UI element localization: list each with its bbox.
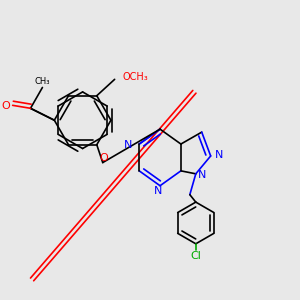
Text: Cl: Cl: [190, 251, 201, 261]
Text: N: N: [198, 170, 206, 180]
Text: N: N: [124, 140, 133, 150]
Text: N: N: [215, 151, 224, 160]
Text: CH₃: CH₃: [35, 76, 50, 85]
Text: O: O: [1, 101, 10, 111]
Text: OCH₃: OCH₃: [122, 72, 148, 82]
Text: N: N: [154, 186, 163, 196]
Text: O: O: [99, 153, 108, 163]
